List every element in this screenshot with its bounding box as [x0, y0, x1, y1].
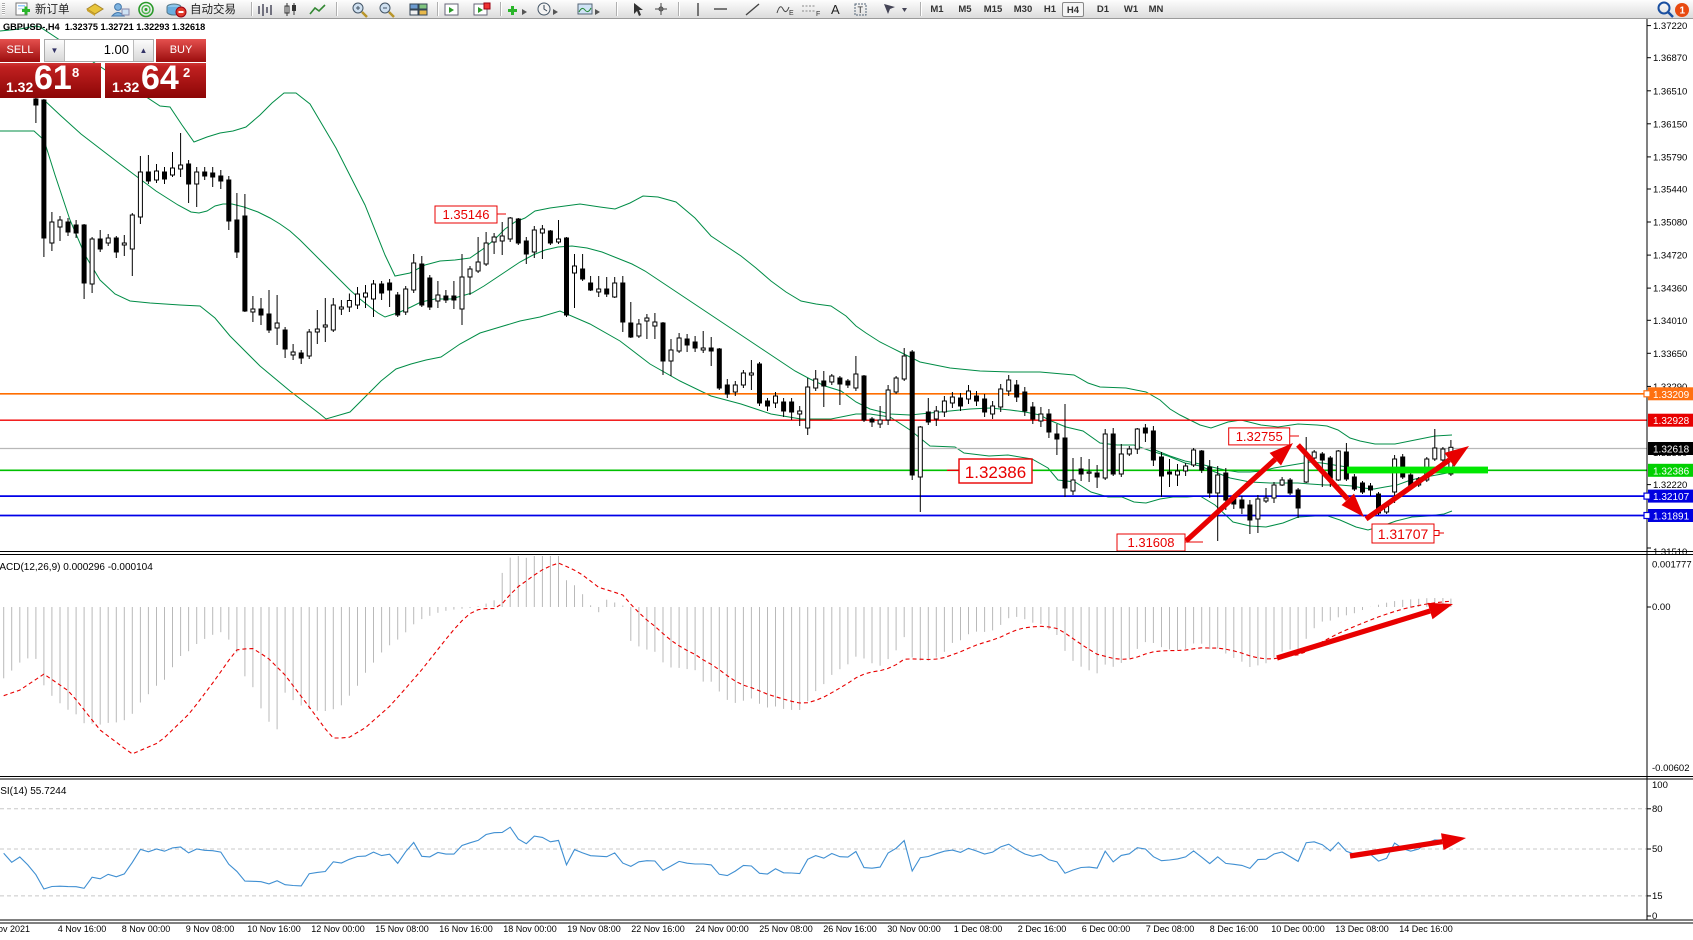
svg-text:1.36150: 1.36150: [1653, 119, 1687, 130]
svg-text:24 Nov 00:00: 24 Nov 00:00: [695, 924, 749, 934]
svg-text:RSI(14) 55.7244: RSI(14) 55.7244: [0, 786, 67, 797]
svg-text:1.35146: 1.35146: [443, 207, 490, 222]
svg-text:F: F: [816, 11, 820, 18]
svg-text:18 Nov 00:00: 18 Nov 00:00: [503, 924, 557, 934]
svg-text:80: 80: [1652, 804, 1663, 815]
svg-text:19 Nov 08:00: 19 Nov 08:00: [567, 924, 621, 934]
svg-text:14 Dec 16:00: 14 Dec 16:00: [1399, 924, 1453, 934]
svg-text:1.32755: 1.32755: [1236, 429, 1283, 444]
svg-text:8 Dec 16:00: 8 Dec 16:00: [1210, 924, 1259, 934]
svg-text:1.31608: 1.31608: [1128, 535, 1175, 550]
svg-text:30 Nov 00:00: 30 Nov 00:00: [887, 924, 941, 934]
svg-text:E: E: [789, 10, 794, 17]
svg-text:4 Nov 16:00: 4 Nov 16:00: [58, 924, 107, 934]
svg-text:1.33650: 1.33650: [1653, 349, 1687, 360]
svg-text:1.35790: 1.35790: [1653, 152, 1687, 163]
svg-text:1.37220: 1.37220: [1653, 21, 1687, 32]
svg-text:8 Nov 00:00: 8 Nov 00:00: [122, 924, 171, 934]
svg-text:1.31707: 1.31707: [1378, 526, 1429, 542]
svg-text:GBPUSD-,H4 1.32375 1.32721 1.: GBPUSD-,H4 1.32375 1.32721 1.32293 1.326…: [3, 22, 205, 32]
svg-text:1.32928: 1.32928: [1653, 416, 1690, 427]
svg-text:A: A: [831, 2, 840, 17]
svg-text:15 Nov 08:00: 15 Nov 08:00: [375, 924, 429, 934]
svg-text:1.35080: 1.35080: [1653, 218, 1687, 229]
svg-text:10 Nov 16:00: 10 Nov 16:00: [247, 924, 301, 934]
svg-text:25 Nov 08:00: 25 Nov 08:00: [759, 924, 813, 934]
svg-text:12 Nov 00:00: 12 Nov 00:00: [311, 924, 365, 934]
svg-text:1.32618: 1.32618: [1653, 445, 1690, 456]
svg-text:16 Nov 16:00: 16 Nov 16:00: [439, 924, 493, 934]
svg-text:7 Dec 08:00: 7 Dec 08:00: [1146, 924, 1195, 934]
svg-text:10 Dec 00:00: 10 Dec 00:00: [1271, 924, 1325, 934]
svg-text:0.001777: 0.001777: [1652, 560, 1692, 571]
svg-text:1.32107: 1.32107: [1653, 492, 1690, 503]
svg-text:26 Nov 16:00: 26 Nov 16:00: [823, 924, 877, 934]
svg-text:1.36510: 1.36510: [1653, 86, 1687, 97]
svg-text:13 Dec 08:00: 13 Dec 08:00: [1335, 924, 1389, 934]
svg-text:1.36870: 1.36870: [1653, 53, 1687, 64]
svg-text:0: 0: [1652, 911, 1657, 922]
svg-text:15: 15: [1652, 891, 1663, 902]
svg-text:1.31510: 1.31510: [1653, 547, 1687, 558]
svg-text:0.00: 0.00: [1652, 602, 1671, 613]
svg-text:6 Dec 00:00: 6 Dec 00:00: [1082, 924, 1131, 934]
svg-text:1.35440: 1.35440: [1653, 185, 1687, 196]
svg-text:100: 100: [1652, 780, 1668, 791]
svg-text:1.34010: 1.34010: [1653, 316, 1687, 327]
svg-text:1: 1: [1680, 6, 1686, 17]
svg-text:1.34720: 1.34720: [1653, 251, 1687, 262]
svg-text:22 Nov 16:00: 22 Nov 16:00: [631, 924, 685, 934]
svg-text:50: 50: [1652, 844, 1663, 855]
svg-text:1.32386: 1.32386: [1653, 466, 1690, 477]
svg-text:-0.00602: -0.00602: [1652, 763, 1690, 774]
svg-text:1.31891: 1.31891: [1653, 512, 1690, 523]
svg-text:2 Dec 16:00: 2 Dec 16:00: [1018, 924, 1067, 934]
svg-text:1.32220: 1.32220: [1653, 480, 1687, 491]
svg-text:ov 2021: ov 2021: [0, 924, 30, 934]
svg-text:T: T: [858, 5, 864, 15]
svg-text:MACD(12,26,9) 0.000296 -0.0001: MACD(12,26,9) 0.000296 -0.000104: [0, 562, 153, 573]
svg-text:1.34360: 1.34360: [1653, 284, 1687, 295]
svg-text:1.32386: 1.32386: [965, 463, 1026, 482]
svg-text:9 Nov 08:00: 9 Nov 08:00: [186, 924, 235, 934]
svg-text:1.33209: 1.33209: [1653, 390, 1690, 401]
svg-text:1 Dec 08:00: 1 Dec 08:00: [954, 924, 1003, 934]
